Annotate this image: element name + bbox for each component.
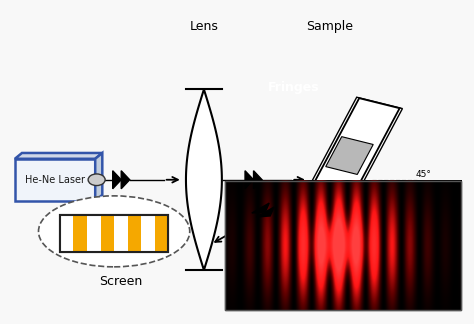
Bar [128, 214, 141, 252]
Polygon shape [254, 171, 262, 189]
Bar [225, 181, 462, 310]
Bar [60, 214, 168, 252]
Text: 45°: 45° [416, 170, 432, 179]
Bar [114, 214, 128, 252]
Polygon shape [252, 203, 269, 213]
Bar [141, 214, 155, 252]
Polygon shape [113, 171, 121, 189]
Bar [100, 214, 114, 252]
Polygon shape [326, 137, 373, 174]
Polygon shape [15, 153, 102, 159]
Bar [87, 214, 100, 252]
Text: Sample: Sample [306, 20, 353, 33]
Bar [15, 159, 95, 201]
Circle shape [88, 174, 105, 186]
Polygon shape [186, 89, 222, 270]
Polygon shape [256, 207, 274, 217]
Text: Screen: Screen [100, 275, 143, 288]
Text: He-Ne Laser: He-Ne Laser [25, 175, 85, 185]
Polygon shape [294, 97, 402, 227]
Polygon shape [297, 98, 400, 226]
Bar [60, 214, 73, 252]
Polygon shape [121, 171, 130, 189]
Bar [225, 181, 462, 310]
Polygon shape [245, 171, 254, 189]
Polygon shape [95, 153, 102, 201]
Text: Fringes: Fringes [268, 81, 319, 94]
Bar [155, 214, 168, 252]
Bar [73, 214, 87, 252]
Bar [60, 214, 168, 252]
Text: Lens: Lens [190, 20, 219, 33]
Ellipse shape [38, 196, 190, 267]
